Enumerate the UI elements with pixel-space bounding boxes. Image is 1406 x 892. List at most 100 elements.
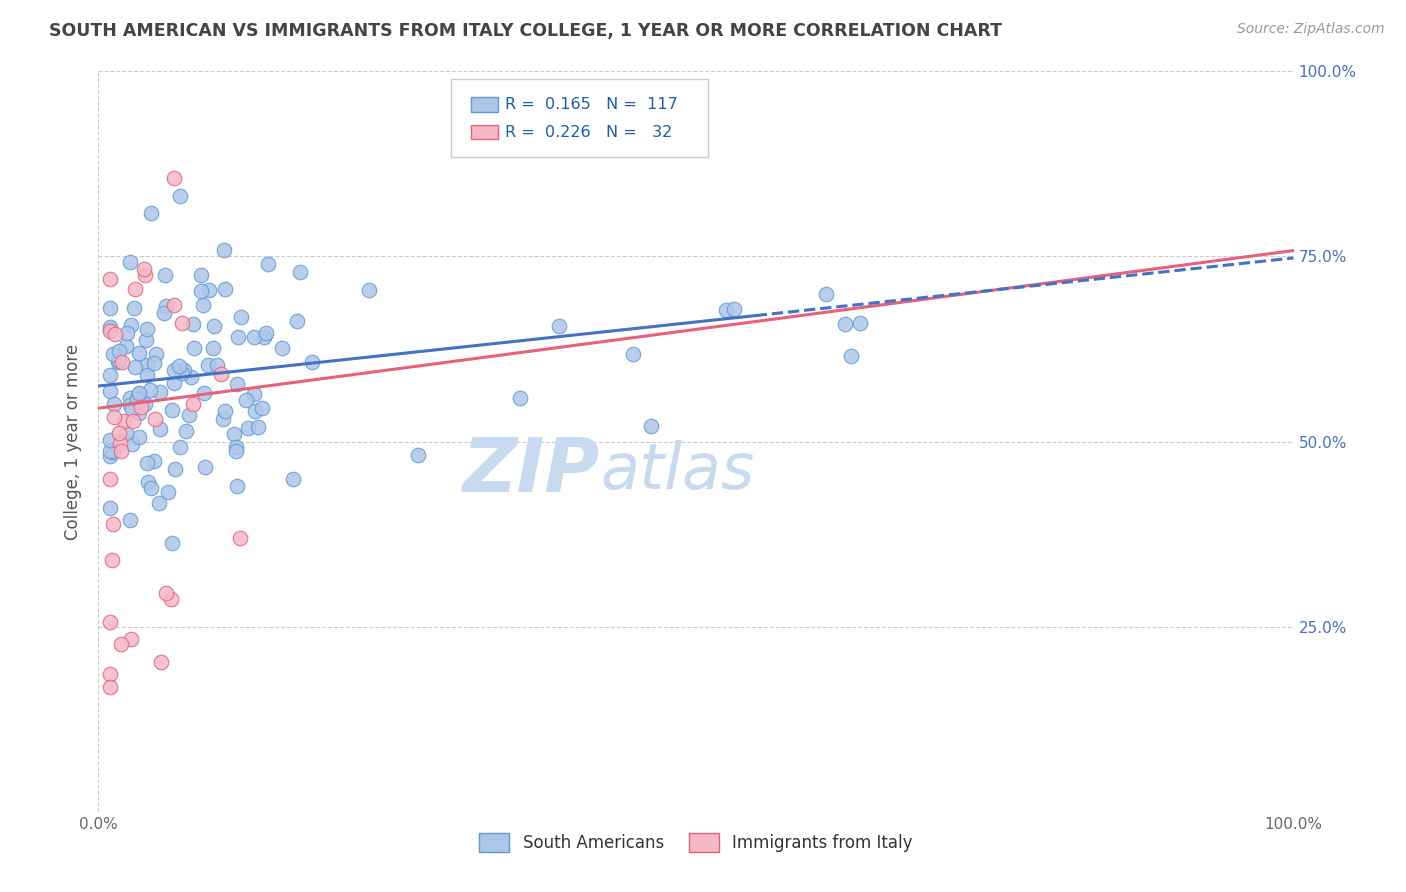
Point <box>640 419 662 434</box>
Point <box>181 317 204 331</box>
Point <box>104 326 127 341</box>
Point <box>98 449 122 463</box>
Point <box>136 321 159 335</box>
Point <box>103 397 125 411</box>
Point <box>169 440 191 454</box>
Point <box>108 425 131 440</box>
Point <box>222 426 245 441</box>
Point <box>98 681 122 695</box>
Point <box>202 318 225 333</box>
Point <box>121 437 143 451</box>
Point <box>107 343 129 358</box>
Point <box>101 517 124 532</box>
Point <box>197 283 219 297</box>
Point <box>201 341 224 355</box>
Point <box>134 268 156 282</box>
Point <box>98 384 122 398</box>
Point <box>283 472 305 486</box>
Point <box>254 326 277 341</box>
Point <box>153 268 176 282</box>
Point <box>101 347 124 361</box>
FancyBboxPatch shape <box>471 97 498 112</box>
Point <box>834 317 856 331</box>
Point <box>139 206 162 220</box>
Point <box>129 400 152 414</box>
Point <box>98 324 122 338</box>
Point <box>120 318 142 333</box>
Point <box>121 402 143 417</box>
Point <box>235 393 257 408</box>
Point <box>155 586 177 600</box>
Point <box>149 422 172 436</box>
Point <box>156 485 179 500</box>
Point <box>716 303 738 318</box>
Point <box>155 299 177 313</box>
Point <box>136 457 159 471</box>
Point <box>128 430 150 444</box>
Point <box>120 398 142 412</box>
Text: atlas: atlas <box>600 440 755 502</box>
Text: R =  0.165   N =  117: R = 0.165 N = 117 <box>505 97 678 112</box>
Point <box>128 386 150 401</box>
Point <box>98 272 122 286</box>
Point <box>225 444 247 458</box>
Point <box>135 358 157 372</box>
Point <box>120 255 142 269</box>
Point <box>129 397 152 411</box>
Point <box>205 359 228 373</box>
Text: SOUTH AMERICAN VS IMMIGRANTS FROM ITALY COLLEGE, 1 YEAR OR MORE CORRELATION CHAR: SOUTH AMERICAN VS IMMIGRANTS FROM ITALY … <box>49 22 1002 40</box>
Point <box>134 397 156 411</box>
Point <box>176 424 198 438</box>
Point <box>98 433 122 447</box>
Text: Source: ZipAtlas.com: Source: ZipAtlas.com <box>1237 22 1385 37</box>
Point <box>226 330 249 344</box>
Point <box>183 341 205 355</box>
Point <box>359 283 381 297</box>
Point <box>142 454 165 468</box>
Point <box>406 448 429 462</box>
Point <box>110 637 132 651</box>
Point <box>120 632 142 646</box>
Text: R =  0.226   N =   32: R = 0.226 N = 32 <box>505 125 672 139</box>
Point <box>153 306 176 320</box>
Point <box>250 401 273 415</box>
Point <box>211 367 233 381</box>
Point <box>193 298 215 312</box>
Point <box>143 356 166 370</box>
Point <box>111 355 134 369</box>
Text: ZIP: ZIP <box>463 434 600 508</box>
Point <box>149 385 172 400</box>
Point <box>253 330 276 344</box>
Point <box>301 354 323 368</box>
Point <box>136 368 159 382</box>
Point <box>180 369 202 384</box>
Point <box>145 347 167 361</box>
Point <box>270 341 292 355</box>
Point <box>167 359 190 373</box>
FancyBboxPatch shape <box>471 125 498 139</box>
Point <box>98 368 122 382</box>
Point <box>197 358 219 372</box>
Legend: South Americans, Immigrants from Italy: South Americans, Immigrants from Italy <box>472 826 920 859</box>
Y-axis label: College, 1 year or more: College, 1 year or more <box>65 343 83 540</box>
Point <box>225 377 247 392</box>
Point <box>118 391 141 405</box>
Point <box>225 440 247 454</box>
Point <box>128 345 150 359</box>
Point <box>247 420 270 434</box>
Point <box>723 302 745 317</box>
Point <box>159 591 181 606</box>
Point <box>165 462 187 476</box>
Point <box>194 460 217 475</box>
Point <box>173 363 195 377</box>
Point <box>148 496 170 510</box>
Point <box>257 257 280 271</box>
Point <box>100 552 122 566</box>
Point <box>110 444 132 458</box>
Point <box>128 406 150 420</box>
Point <box>547 319 569 334</box>
Point <box>101 445 124 459</box>
Point <box>115 326 138 340</box>
Point <box>160 403 183 417</box>
Point <box>163 171 186 186</box>
